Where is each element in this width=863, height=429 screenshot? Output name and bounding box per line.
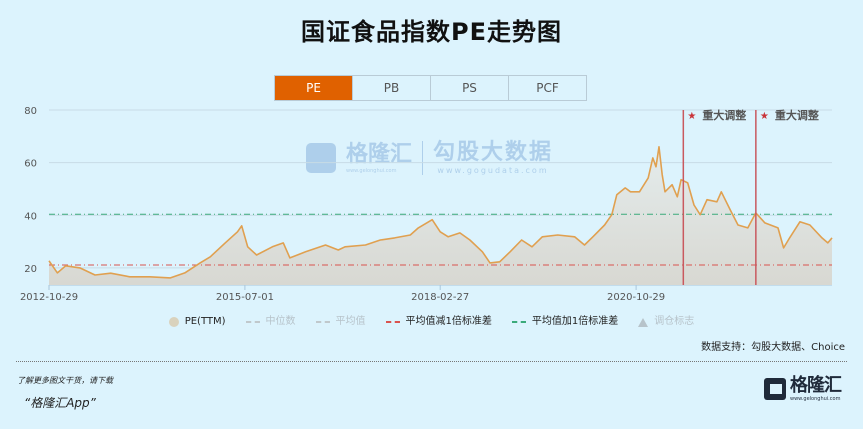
legend-item-pe[interactable]: PE(TTM) xyxy=(168,316,226,328)
circle-icon xyxy=(168,317,179,327)
logo-words: 格隆汇 www.gelonghui.com xyxy=(790,375,842,403)
watermark-data: 勾股大数据 www.gogudata.com xyxy=(433,140,553,176)
footer-divider xyxy=(16,361,847,362)
legend-label: 平均值 xyxy=(335,316,366,327)
logo-url: www.gelonghui.com xyxy=(790,396,841,402)
legend-label: 平均值减1倍标准差 xyxy=(405,316,492,327)
legend-item-mean-minus-sd[interactable]: 平均值减1倍标准差 xyxy=(385,316,492,328)
logo-text: 格隆汇 xyxy=(790,375,842,396)
x-tick-label: 2020-10-29 xyxy=(607,292,665,303)
legend-item-median[interactable]: 中位数 xyxy=(245,316,296,328)
data-source: 数据支持：勾股大数据、Choice xyxy=(701,342,845,353)
pe-area xyxy=(49,146,832,285)
y-tick-label: 80 xyxy=(24,106,37,117)
gelonghui-logo-icon xyxy=(306,143,336,173)
tab-pb[interactable]: PB xyxy=(352,76,430,100)
legend-item-rebalance[interactable]: 调仓标志 xyxy=(638,316,694,328)
watermark-brand-url: www.gelonghui.com xyxy=(346,167,397,174)
star-icon: ★ xyxy=(760,111,769,122)
y-tick-label: 60 xyxy=(24,159,37,170)
event-label: 重大调整 xyxy=(702,108,746,122)
tab-pe[interactable]: PE xyxy=(275,76,352,100)
x-tick-label: 2012-10-29 xyxy=(20,292,78,303)
metric-tabs: PE PB PS PCF xyxy=(274,75,587,101)
gelonghui-logo-icon xyxy=(764,378,786,400)
star-icon: ★ xyxy=(687,111,696,122)
legend-label: PE(TTM) xyxy=(184,316,226,327)
legend-label: 平均值加1倍标准差 xyxy=(531,316,619,327)
legend-label: 调仓标志 xyxy=(654,316,695,327)
pe-chart: 20 40 60 80 2012-10-29 2015-07-01 2018-02-27 20… xyxy=(20,106,833,303)
watermark-data-url: www.gogudata.com xyxy=(437,166,549,175)
chart-title: 国证食品指数PE走势图 xyxy=(301,18,562,46)
gelonghui-logo: 格隆汇 www.gelonghui.com xyxy=(764,375,842,403)
x-tick-label: 2018-02-27 xyxy=(411,292,469,303)
event-label: 重大调整 xyxy=(775,108,819,122)
y-tick-label: 20 xyxy=(24,264,37,275)
dash-icon xyxy=(511,321,526,323)
watermark-data-text: 勾股大数据 xyxy=(433,140,554,165)
promo-text: 了解更多图文干货，请下载 xyxy=(17,376,113,385)
legend: PE(TTM) 中位数 平均值 平均值减1倍标准差 平均值加1倍标准差 调仓标志 xyxy=(0,316,863,328)
watermark-divider xyxy=(422,141,424,175)
x-tick-label: 2015-07-01 xyxy=(216,292,274,303)
dash-icon xyxy=(385,321,400,323)
y-tick-label: 40 xyxy=(24,211,37,222)
legend-label: 中位数 xyxy=(265,316,296,327)
dash-icon xyxy=(315,321,330,323)
dash-icon xyxy=(245,321,260,323)
legend-item-mean-plus-sd[interactable]: 平均值加1倍标准差 xyxy=(511,316,619,328)
tab-pcf[interactable]: PCF xyxy=(508,76,586,100)
legend-item-mean[interactable]: 平均值 xyxy=(315,316,366,328)
tab-ps[interactable]: PS xyxy=(430,76,508,100)
triangle-icon xyxy=(638,317,649,327)
pe-line xyxy=(48,146,833,279)
app-name: “格隆汇App” xyxy=(24,396,96,410)
